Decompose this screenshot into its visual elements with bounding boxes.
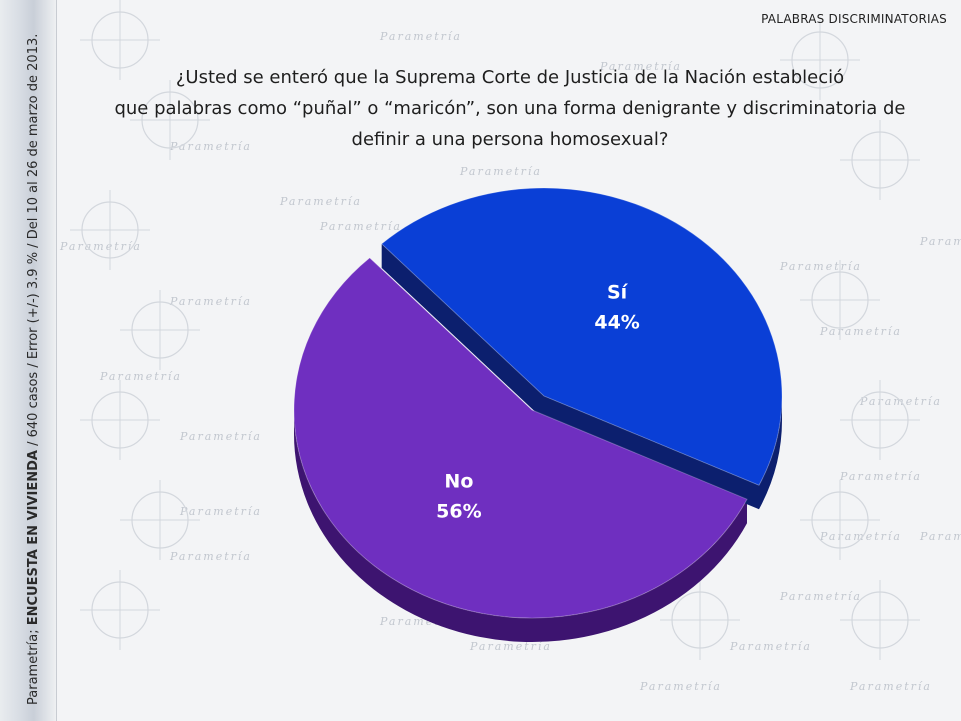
question-line-3: definir a una persona homosexual?: [351, 129, 669, 150]
watermark-text: Parametría: [729, 640, 812, 653]
watermark-text: Parametría: [469, 640, 552, 653]
slice-value-label: 44%: [594, 312, 639, 334]
watermark-text: Parametría: [919, 235, 961, 248]
watermark-text: Parametría: [169, 295, 252, 308]
watermark-text: Parametría: [849, 680, 932, 693]
slice-value-label: 56%: [436, 500, 481, 522]
watermark-text: Parametría: [179, 505, 262, 518]
watermark-text: Parametría: [859, 395, 942, 408]
watermark-text: Parametría: [169, 140, 252, 153]
watermark-text: Parametría: [99, 370, 182, 383]
slice-category-label: No: [444, 470, 473, 492]
watermark-text: Parametría: [779, 590, 862, 603]
slice-category-label: Sí: [607, 282, 629, 304]
watermark-text: Parametría: [59, 240, 142, 253]
question-line-2: que palabras como “puñal” o “maricón”, s…: [114, 98, 906, 119]
watermark-text: Parametría: [819, 530, 902, 543]
question-line-1: ¿Usted se enteró que la Suprema Corte de…: [175, 67, 845, 88]
watermark-text: Parametría: [379, 30, 462, 43]
pie-slice-no: [293, 257, 748, 619]
question-text: ¿Usted se enteró que la Suprema Corte de…: [110, 62, 910, 155]
watermark-text: Parametría: [599, 60, 682, 73]
pie-slice-si: [380, 187, 783, 486]
pie-side-arc: [758, 396, 782, 510]
watermark-text: Parametría: [179, 430, 262, 443]
pie-side-wall: [544, 396, 759, 510]
watermark-text: Parametría: [919, 530, 961, 543]
pie-side-wall: [381, 243, 544, 420]
watermark-text: Parametría: [169, 550, 252, 563]
watermark-text: Parametría: [319, 220, 402, 233]
watermark-text: Parametría: [279, 195, 362, 208]
watermark-text: Parametría: [639, 680, 722, 693]
sidebar-strip: Parametría; ENCUESTA EN VIVIENDA / 640 c…: [0, 0, 57, 721]
watermark-text: Parametría: [839, 470, 922, 483]
watermark-text: Parametría: [459, 165, 542, 178]
topic-label: PALABRAS DISCRIMINATORIAS: [761, 12, 947, 26]
pie-slice-side-si: [381, 243, 782, 510]
